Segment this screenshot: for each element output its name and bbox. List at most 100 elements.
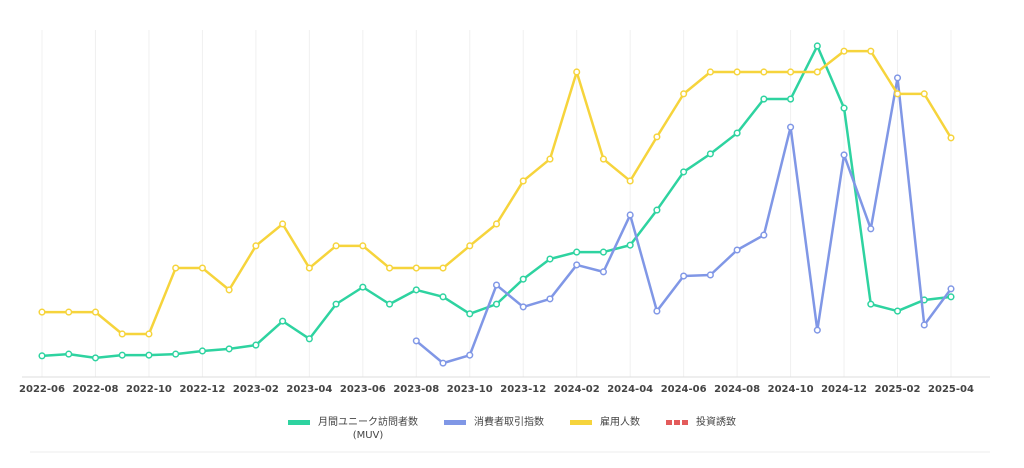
legend-label: 雇用人数: [600, 417, 640, 428]
point: [787, 123, 795, 131]
legend-swatch: [444, 420, 466, 425]
point: [252, 242, 260, 250]
x-tick-label: 2024-04: [607, 384, 653, 395]
x-tick-label: 2024-06: [661, 384, 707, 395]
point: [198, 264, 206, 272]
point: [38, 352, 46, 360]
point: [706, 68, 714, 76]
point: [653, 133, 661, 141]
point: [386, 300, 394, 308]
x-tick-label: 2024-08: [714, 384, 760, 395]
x-tick-label: 2023-08: [393, 384, 439, 395]
x-tick-label: 2022-10: [126, 384, 172, 395]
point: [546, 155, 554, 163]
point: [733, 246, 741, 254]
point: [706, 150, 714, 158]
legend-label: 投資誘致: [696, 417, 736, 428]
point: [653, 206, 661, 214]
legend: 月間ユニーク訪問者数 (MUV) 消費者取引指数 雇用人数 投資誘致: [0, 416, 1024, 442]
point: [492, 300, 501, 308]
x-tick-label: 2024-12: [821, 384, 867, 395]
x-tick-label: 2023-06: [340, 384, 386, 395]
point: [439, 264, 447, 272]
point: [760, 68, 768, 76]
point: [760, 231, 768, 239]
point: [626, 211, 634, 219]
point: [118, 330, 126, 338]
point: [787, 95, 795, 103]
legend-item[interactable]: 雇用人数: [570, 416, 640, 442]
point: [813, 326, 821, 334]
point: [91, 354, 100, 362]
point: [813, 42, 821, 50]
point: [599, 248, 607, 256]
point: [305, 264, 313, 272]
series-line: [42, 49, 953, 336]
point: [867, 225, 875, 233]
point: [626, 177, 634, 185]
point: [412, 264, 420, 272]
x-tick-label: 2023-02: [233, 384, 279, 395]
point: [519, 303, 527, 311]
point: [279, 317, 287, 325]
legend-label: 消費者取引指数: [474, 417, 544, 428]
x-tick-label: 2025-04: [928, 384, 974, 395]
point: [225, 345, 233, 353]
x-tick-label: 2025-02: [875, 384, 921, 395]
point: [573, 68, 581, 76]
point: [947, 285, 955, 293]
point: [813, 68, 821, 76]
point: [546, 295, 554, 303]
point: [680, 272, 688, 280]
legend-swatch: [666, 420, 688, 425]
point: [65, 350, 73, 358]
point: [947, 293, 955, 301]
point: [412, 337, 420, 345]
point: [787, 68, 795, 76]
legend-label: 月間ユニーク訪問者数 (MUV): [318, 417, 418, 441]
point: [893, 90, 902, 98]
x-tick-label: 2024-02: [554, 384, 600, 395]
point: [599, 155, 607, 163]
legend-item[interactable]: 月間ユニーク訪問者数 (MUV): [288, 416, 418, 442]
point: [359, 242, 367, 250]
point: [867, 300, 875, 308]
point: [359, 283, 367, 291]
point: [386, 264, 394, 272]
point: [867, 47, 875, 55]
point: [840, 104, 848, 112]
point: [172, 350, 180, 358]
point: [573, 261, 581, 269]
point: [733, 129, 741, 137]
point: [65, 308, 73, 316]
point: [840, 47, 848, 55]
legend-item[interactable]: 消費者取引指数: [444, 416, 544, 442]
point: [626, 241, 634, 249]
point: [439, 293, 447, 301]
point: [38, 308, 46, 316]
x-tick-label: 2022-12: [179, 384, 225, 395]
point: [920, 90, 928, 98]
point: [519, 177, 527, 185]
point: [680, 90, 688, 98]
point: [519, 275, 527, 283]
point: [145, 351, 153, 359]
point: [305, 335, 313, 343]
legend-swatch: [570, 420, 592, 425]
legend-item[interactable]: 投資誘致: [666, 416, 736, 442]
x-tick-label: 2024-10: [768, 384, 814, 395]
point: [573, 248, 581, 256]
point: [466, 242, 474, 250]
point: [893, 307, 902, 315]
point: [653, 307, 661, 315]
point: [599, 268, 607, 276]
point: [893, 74, 902, 82]
x-tick-label: 2022-08: [73, 384, 119, 395]
x-tick-label: 2023-04: [286, 384, 332, 395]
point: [91, 308, 100, 316]
x-tick-label: 2023-12: [500, 384, 546, 395]
point: [492, 220, 501, 228]
point: [332, 242, 340, 250]
point: [332, 300, 340, 308]
